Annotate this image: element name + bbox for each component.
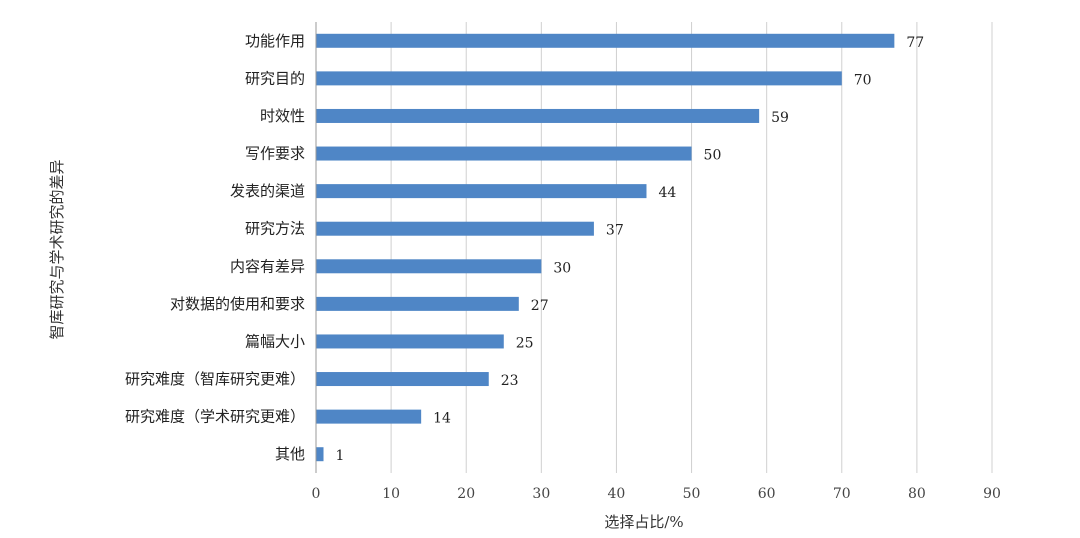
bar — [316, 221, 594, 236]
data-label: 50 — [704, 148, 722, 164]
category-label: 研究难度（学术研究更难） — [125, 408, 305, 426]
bar — [316, 71, 842, 86]
bar — [316, 372, 489, 387]
category-label: 内容有差异 — [230, 257, 305, 275]
x-tick-label: 50 — [683, 486, 701, 502]
x-tick-label: 10 — [382, 486, 400, 502]
category-label: 研究方法 — [245, 220, 305, 238]
bar — [316, 409, 422, 424]
category-label: 发表的渠道 — [230, 182, 305, 200]
data-label: 27 — [531, 298, 549, 314]
x-tick-label: 80 — [908, 486, 926, 502]
category-label: 研究难度（智库研究更难） — [125, 370, 305, 388]
data-label: 70 — [854, 72, 872, 88]
category-label: 其他 — [275, 445, 305, 463]
x-axis-title: 选择占比/% — [604, 513, 683, 531]
data-label: 25 — [516, 335, 534, 351]
x-tick-label: 20 — [457, 486, 475, 502]
gridlines — [390, 22, 993, 473]
category-label: 研究目的 — [245, 69, 305, 87]
x-tick-label: 70 — [833, 486, 851, 502]
bar — [316, 146, 692, 161]
bars — [316, 33, 895, 462]
category-labels: 功能作用研究目的时效性写作要求发表的渠道研究方法内容有差异对数据的使用和要求篇幅… — [125, 32, 305, 463]
x-tick-labels: 0 10 20 30 40 50 60 70 80 90 — [312, 486, 1001, 502]
data-label: 44 — [658, 185, 676, 201]
x-tick-label: 40 — [608, 486, 626, 502]
category-label: 功能作用 — [245, 32, 305, 50]
bar — [316, 33, 895, 48]
data-label: 1 — [336, 448, 345, 464]
category-label: 写作要求 — [245, 145, 305, 163]
data-labels: 77 70 59 50 44 37 30 27 25 23 14 1 — [336, 35, 925, 464]
category-label: 篇幅大小 — [245, 332, 305, 350]
x-tick-label: 60 — [758, 486, 776, 502]
bar — [316, 259, 542, 274]
bar — [316, 334, 504, 349]
data-label: 23 — [501, 373, 519, 389]
bar — [316, 184, 647, 199]
data-label: 59 — [771, 110, 789, 126]
x-tick-label: 30 — [532, 486, 550, 502]
data-label: 14 — [433, 411, 451, 427]
bar — [316, 296, 519, 311]
bar — [316, 108, 760, 123]
bar — [316, 447, 324, 462]
data-label: 30 — [553, 260, 571, 276]
x-tick-label: 0 — [312, 486, 321, 502]
data-label: 37 — [606, 223, 624, 239]
category-label: 对数据的使用和要求 — [170, 295, 305, 313]
x-tick-label: 90 — [983, 486, 1001, 502]
category-label: 时效性 — [260, 107, 305, 125]
y-axis-title: 智库研究与学术研究的差异 — [48, 159, 66, 339]
data-label: 77 — [906, 35, 924, 51]
